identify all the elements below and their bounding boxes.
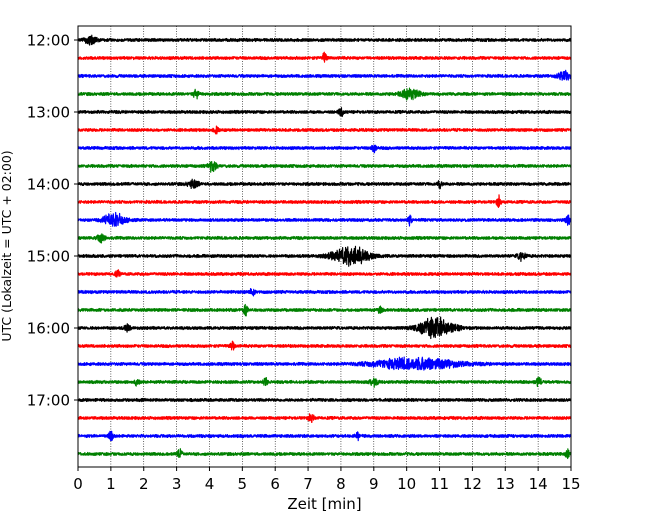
trace-row-1715 — [77, 413, 572, 424]
x-tick-label-13: 13 — [496, 475, 515, 493]
trace-row-1745 — [77, 448, 572, 460]
trace-row-1530 — [77, 287, 572, 297]
y-axis-ticks: 12:00 13:00 14:00 15:00 16:00 17:00 — [27, 32, 78, 410]
x-tick-label-15: 15 — [561, 475, 580, 493]
y-tick-label-1500: 15:00 — [27, 248, 70, 266]
trace-row-1230 — [77, 69, 572, 81]
trace-row-1700 — [77, 397, 572, 403]
trace-row-1630 — [77, 356, 572, 371]
y-tick-label-1600: 16:00 — [27, 320, 70, 338]
trace-row-1445 — [77, 233, 572, 244]
y-tick-label-1300: 13:00 — [27, 104, 70, 122]
trace-row-1645 — [77, 376, 572, 388]
trace-row-1430 — [77, 211, 572, 227]
trace-row-1330 — [77, 144, 572, 154]
x-tick-label-8: 8 — [336, 475, 346, 493]
x-tick-label-12: 12 — [463, 475, 482, 493]
x-tick-label-14: 14 — [529, 475, 548, 493]
x-tick-label-0: 0 — [73, 475, 83, 493]
vertical-grid — [110, 26, 539, 467]
trace-row-1415 — [77, 194, 572, 209]
y-tick-label-1200: 12:00 — [27, 32, 70, 50]
x-tick-label-1: 1 — [106, 475, 116, 493]
trace-row-1545 — [77, 303, 572, 317]
trace-row-1615 — [77, 340, 572, 351]
trace-row-1215 — [77, 51, 572, 63]
y-tick-label-1400: 14:00 — [27, 176, 70, 194]
trace-row-1315 — [77, 125, 572, 135]
x-tick-label-4: 4 — [205, 475, 215, 493]
trace-row-1245 — [77, 87, 572, 101]
trace-row-1515 — [77, 269, 572, 278]
seismic-traces — [77, 34, 572, 460]
plot-frame — [77, 25, 572, 468]
trace-row-1300 — [77, 107, 572, 118]
x-axis-ticks: 0 1 2 3 4 5 6 7 8 9 10 11 12 13 14 15 — [73, 467, 581, 493]
x-tick-label-5: 5 — [238, 475, 248, 493]
x-tick-label-10: 10 — [397, 475, 416, 493]
x-tick-label-3: 3 — [172, 475, 182, 493]
x-tick-label-9: 9 — [369, 475, 379, 493]
x-tick-label-7: 7 — [303, 475, 313, 493]
y-axis-label: UTC (Lokalzeit = UTC + 02:00) — [0, 150, 14, 341]
x-axis-label: Zeit [min] — [287, 495, 361, 513]
trace-row-1345 — [77, 161, 572, 173]
x-tick-label-6: 6 — [270, 475, 280, 493]
x-tick-label-2: 2 — [139, 475, 149, 493]
trace-row-1400 — [77, 178, 572, 190]
x-tick-label-11: 11 — [430, 475, 449, 493]
trace-row-1200 — [77, 34, 572, 46]
trace-row-1730 — [77, 430, 572, 442]
trace-row-1600 — [77, 316, 572, 340]
trace-row-1500 — [77, 245, 572, 267]
y-tick-label-1700: 17:00 — [27, 392, 70, 410]
